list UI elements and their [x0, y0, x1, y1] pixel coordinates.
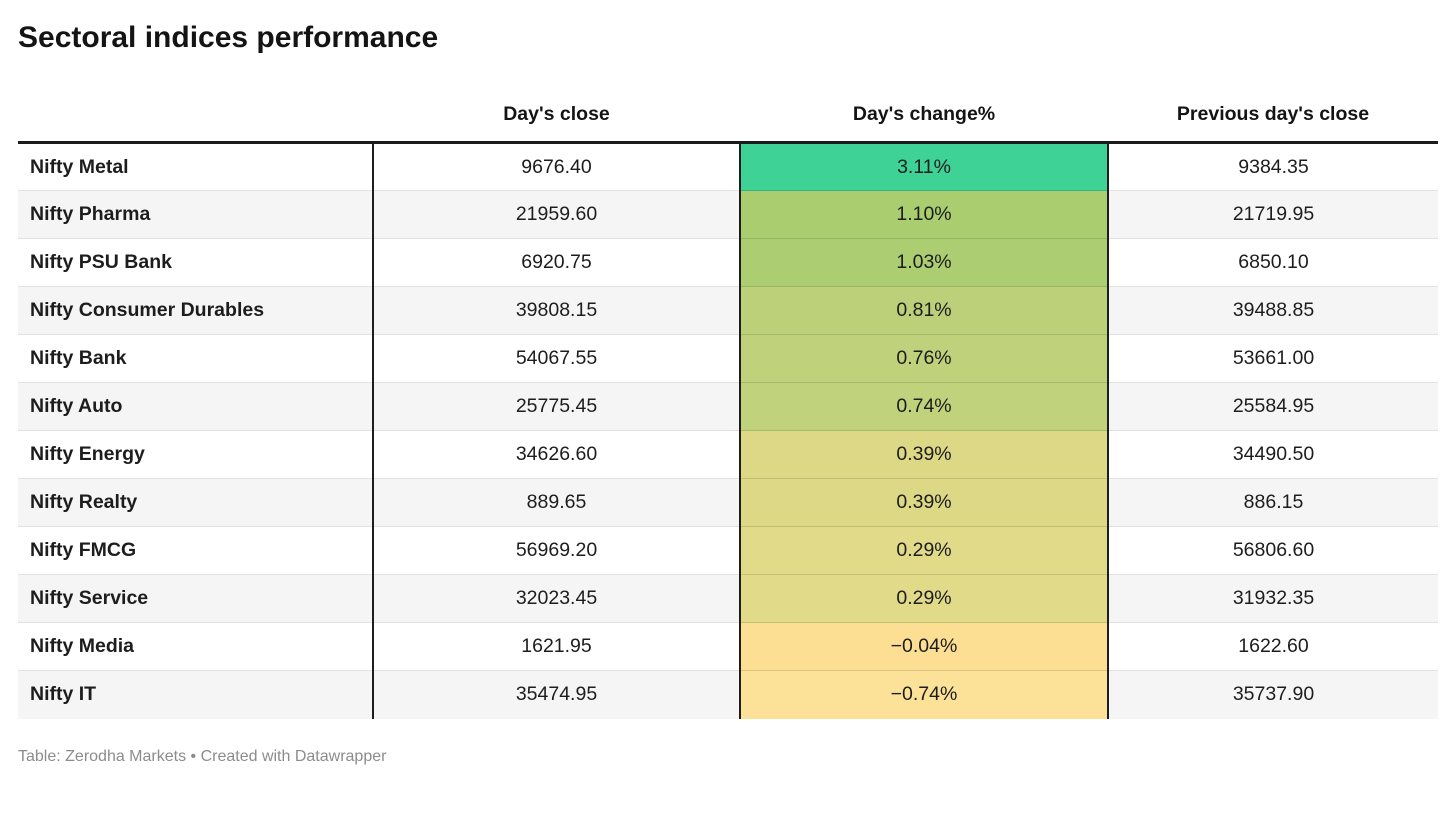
day-close-cell: 54067.55	[373, 334, 741, 383]
day-close-cell: 56969.20	[373, 526, 741, 575]
sectoral-indices-table: Day's close Day's change% Previous day's…	[18, 103, 1438, 719]
row-label: Nifty Energy	[18, 430, 374, 479]
row-label: Nifty Consumer Durables	[18, 286, 374, 335]
table-row: Nifty Bank 54067.55 0.76% 53661.00	[18, 334, 1438, 383]
day-change-cell: 0.29%	[740, 574, 1109, 623]
header-days-close: Day's close	[373, 103, 740, 144]
prev-close-cell: 1622.60	[1108, 622, 1438, 671]
day-close-cell: 1621.95	[373, 622, 741, 671]
day-close-cell: 889.65	[373, 478, 741, 527]
day-change-cell: 0.39%	[740, 430, 1109, 479]
prev-close-cell: 56806.60	[1108, 526, 1438, 575]
day-change-cell: 0.29%	[740, 526, 1109, 575]
table-row: Nifty Service 32023.45 0.29% 31932.35	[18, 574, 1438, 623]
chart-title: Sectoral indices performance	[18, 21, 439, 54]
prev-close-cell: 35737.90	[1108, 670, 1438, 719]
header-previous-days-close: Previous day's close	[1108, 103, 1438, 144]
header-row: Day's close Day's change% Previous day's…	[18, 103, 1438, 144]
prev-close-cell: 34490.50	[1108, 430, 1438, 479]
table-row: Nifty PSU Bank 6920.75 1.03% 6850.10	[18, 238, 1438, 287]
prev-close-cell: 6850.10	[1108, 238, 1438, 287]
table-row: Nifty Media 1621.95 −0.04% 1622.60	[18, 622, 1438, 671]
prev-close-cell: 886.15	[1108, 478, 1438, 527]
day-change-cell: 0.39%	[740, 478, 1109, 527]
row-label: Nifty FMCG	[18, 526, 374, 575]
attribution-footer: Table: Zerodha Markets • Created with Da…	[18, 747, 387, 765]
row-label: Nifty Media	[18, 622, 374, 671]
prev-close-cell: 21719.95	[1108, 190, 1438, 239]
row-label: Nifty Bank	[18, 334, 374, 383]
day-close-cell: 25775.45	[373, 382, 741, 431]
day-close-cell: 6920.75	[373, 238, 741, 287]
row-label: Nifty Auto	[18, 382, 374, 431]
header-index-name	[18, 103, 373, 144]
table-row: Nifty Metal 9676.40 3.11% 9384.35	[18, 142, 1438, 191]
day-close-cell: 21959.60	[373, 190, 741, 239]
table-header: Day's close Day's change% Previous day's…	[18, 103, 1438, 144]
day-change-cell: 0.76%	[740, 334, 1109, 383]
day-close-cell: 35474.95	[373, 670, 741, 719]
prev-close-cell: 9384.35	[1108, 142, 1438, 191]
day-change-cell: 0.74%	[740, 382, 1109, 431]
prev-close-cell: 25584.95	[1108, 382, 1438, 431]
table-row: Nifty Auto 25775.45 0.74% 25584.95	[18, 382, 1438, 431]
table-row: Nifty Pharma 21959.60 1.10% 21719.95	[18, 190, 1438, 239]
day-change-cell: 3.11%	[740, 142, 1109, 191]
row-label: Nifty Realty	[18, 478, 374, 527]
day-change-cell: 0.81%	[740, 286, 1109, 335]
table-row: Nifty Consumer Durables 39808.15 0.81% 3948…	[18, 286, 1438, 335]
table-row: Nifty Energy 34626.60 0.39% 34490.50	[18, 430, 1438, 479]
day-close-cell: 34626.60	[373, 430, 741, 479]
prev-close-cell: 53661.00	[1108, 334, 1438, 383]
row-label: Nifty PSU Bank	[18, 238, 374, 287]
row-label: Nifty Service	[18, 574, 374, 623]
row-label: Nifty Metal	[18, 142, 374, 191]
table-row: Nifty IT 35474.95 −0.74% 35737.90	[18, 670, 1438, 719]
table-row: Nifty FMCG 56969.20 0.29% 56806.60	[18, 526, 1438, 575]
table-body: Nifty Metal 9676.40 3.11% 9384.35 Nifty Phar…	[18, 142, 1438, 719]
header-days-change: Day's change%	[740, 103, 1108, 144]
day-close-cell: 32023.45	[373, 574, 741, 623]
day-change-cell: 1.10%	[740, 190, 1109, 239]
day-change-cell: −0.04%	[740, 622, 1109, 671]
day-close-cell: 9676.40	[373, 142, 741, 191]
prev-close-cell: 31932.35	[1108, 574, 1438, 623]
day-change-cell: −0.74%	[740, 670, 1109, 719]
day-change-cell: 1.03%	[740, 238, 1109, 287]
day-close-cell: 39808.15	[373, 286, 741, 335]
row-label: Nifty IT	[18, 670, 374, 719]
row-label: Nifty Pharma	[18, 190, 374, 239]
prev-close-cell: 39488.85	[1108, 286, 1438, 335]
table-row: Nifty Realty 889.65 0.39% 886.15	[18, 478, 1438, 527]
